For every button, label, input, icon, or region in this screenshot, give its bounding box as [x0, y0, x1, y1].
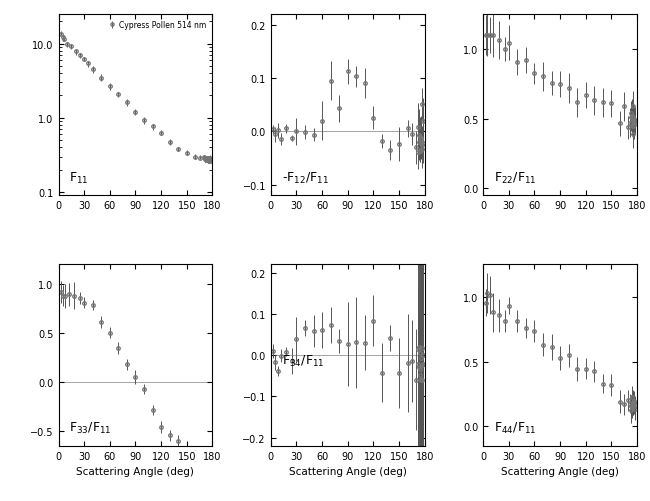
X-axis label: Scattering Angle (deg): Scattering Angle (deg): [501, 466, 619, 476]
Text: F$_{33}$/F$_{11}$: F$_{33}$/F$_{11}$: [70, 420, 112, 435]
X-axis label: Scattering Angle (deg): Scattering Angle (deg): [77, 466, 194, 476]
Legend: Cypress Pollen 514 nm: Cypress Pollen 514 nm: [105, 19, 209, 33]
Text: F$_{22}$/F$_{11}$: F$_{22}$/F$_{11}$: [494, 171, 536, 186]
Text: -F$_{12}$/F$_{11}$: -F$_{12}$/F$_{11}$: [281, 171, 329, 186]
Text: F$_{11}$: F$_{11}$: [70, 171, 89, 186]
Text: F$_{34}$/F$_{11}$: F$_{34}$/F$_{11}$: [281, 353, 324, 369]
X-axis label: Scattering Angle (deg): Scattering Angle (deg): [289, 466, 407, 476]
Text: F$_{44}$/F$_{11}$: F$_{44}$/F$_{11}$: [494, 420, 536, 435]
